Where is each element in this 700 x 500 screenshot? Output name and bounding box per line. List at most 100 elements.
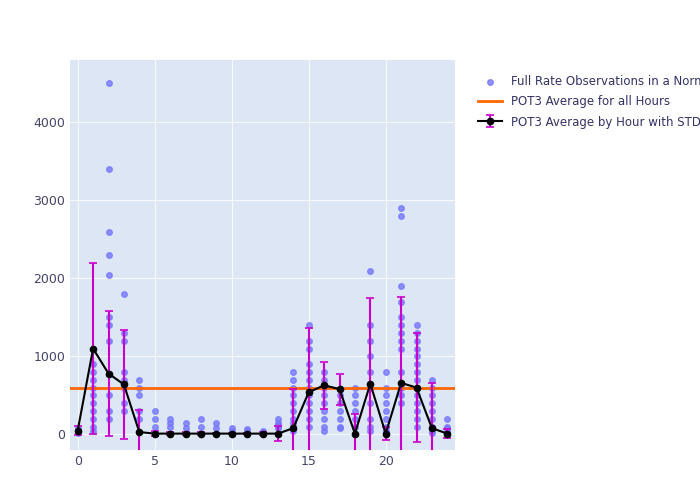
Full Rate Observations in a Normal Point [411, 415, 422, 423]
Full Rate Observations in a Normal Point [411, 399, 422, 407]
Full Rate Observations in a Normal Point [442, 429, 453, 437]
Full Rate Observations in a Normal Point [334, 399, 345, 407]
Full Rate Observations in a Normal Point [395, 392, 407, 400]
Full Rate Observations in a Normal Point [349, 392, 360, 400]
Full Rate Observations in a Normal Point [349, 407, 360, 415]
Full Rate Observations in a Normal Point [288, 376, 299, 384]
Full Rate Observations in a Normal Point [303, 360, 314, 368]
Full Rate Observations in a Normal Point [349, 384, 360, 392]
Full Rate Observations in a Normal Point [365, 384, 376, 392]
Full Rate Observations in a Normal Point [272, 415, 284, 423]
Full Rate Observations in a Normal Point [395, 368, 407, 376]
Full Rate Observations in a Normal Point [318, 422, 330, 430]
Full Rate Observations in a Normal Point [395, 212, 407, 220]
Full Rate Observations in a Normal Point [365, 321, 376, 329]
Full Rate Observations in a Normal Point [288, 426, 299, 434]
Full Rate Observations in a Normal Point [118, 337, 130, 345]
Full Rate Observations in a Normal Point [303, 337, 314, 345]
Full Rate Observations in a Normal Point [365, 352, 376, 360]
Full Rate Observations in a Normal Point [411, 337, 422, 345]
Full Rate Observations in a Normal Point [303, 422, 314, 430]
Full Rate Observations in a Normal Point [134, 376, 145, 384]
Full Rate Observations in a Normal Point [334, 407, 345, 415]
Full Rate Observations in a Normal Point [426, 376, 438, 384]
Full Rate Observations in a Normal Point [318, 376, 330, 384]
Full Rate Observations in a Normal Point [365, 337, 376, 345]
Full Rate Observations in a Normal Point [426, 392, 438, 400]
Full Rate Observations in a Normal Point [72, 424, 83, 432]
Full Rate Observations in a Normal Point [411, 384, 422, 392]
Full Rate Observations in a Normal Point [411, 368, 422, 376]
Full Rate Observations in a Normal Point [195, 422, 206, 430]
Full Rate Observations in a Normal Point [380, 426, 391, 434]
Full Rate Observations in a Normal Point [334, 392, 345, 400]
Full Rate Observations in a Normal Point [365, 422, 376, 430]
Full Rate Observations in a Normal Point [318, 399, 330, 407]
Full Rate Observations in a Normal Point [88, 376, 99, 384]
Full Rate Observations in a Normal Point [303, 415, 314, 423]
Full Rate Observations in a Normal Point [303, 399, 314, 407]
Full Rate Observations in a Normal Point [426, 384, 438, 392]
Full Rate Observations in a Normal Point [211, 424, 222, 432]
Full Rate Observations in a Normal Point [164, 415, 176, 423]
Full Rate Observations in a Normal Point [88, 384, 99, 392]
Full Rate Observations in a Normal Point [118, 290, 130, 298]
Full Rate Observations in a Normal Point [395, 314, 407, 322]
Full Rate Observations in a Normal Point [88, 407, 99, 415]
Full Rate Observations in a Normal Point [411, 321, 422, 329]
Full Rate Observations in a Normal Point [365, 399, 376, 407]
Full Rate Observations in a Normal Point [411, 422, 422, 430]
Full Rate Observations in a Normal Point [118, 329, 130, 337]
Full Rate Observations in a Normal Point [118, 376, 130, 384]
Full Rate Observations in a Normal Point [103, 228, 114, 235]
Full Rate Observations in a Normal Point [134, 415, 145, 423]
Full Rate Observations in a Normal Point [164, 422, 176, 430]
Full Rate Observations in a Normal Point [180, 418, 191, 426]
Full Rate Observations in a Normal Point [395, 384, 407, 392]
Full Rate Observations in a Normal Point [118, 368, 130, 376]
Full Rate Observations in a Normal Point [88, 426, 99, 434]
Full Rate Observations in a Normal Point [426, 399, 438, 407]
Full Rate Observations in a Normal Point [72, 428, 83, 436]
Full Rate Observations in a Normal Point [257, 426, 268, 434]
Full Rate Observations in a Normal Point [411, 352, 422, 360]
Full Rate Observations in a Normal Point [411, 407, 422, 415]
Full Rate Observations in a Normal Point [380, 407, 391, 415]
Full Rate Observations in a Normal Point [395, 282, 407, 290]
Full Rate Observations in a Normal Point [365, 415, 376, 423]
Full Rate Observations in a Normal Point [349, 415, 360, 423]
Full Rate Observations in a Normal Point [334, 415, 345, 423]
Full Rate Observations in a Normal Point [88, 399, 99, 407]
Full Rate Observations in a Normal Point [395, 204, 407, 212]
Full Rate Observations in a Normal Point [426, 426, 438, 434]
Full Rate Observations in a Normal Point [72, 426, 83, 434]
Full Rate Observations in a Normal Point [211, 418, 222, 426]
Full Rate Observations in a Normal Point [103, 337, 114, 345]
Full Rate Observations in a Normal Point [380, 384, 391, 392]
Full Rate Observations in a Normal Point [349, 422, 360, 430]
Full Rate Observations in a Normal Point [103, 80, 114, 88]
Full Rate Observations in a Normal Point [88, 392, 99, 400]
Full Rate Observations in a Normal Point [365, 266, 376, 274]
Full Rate Observations in a Normal Point [88, 415, 99, 423]
Full Rate Observations in a Normal Point [103, 392, 114, 400]
Full Rate Observations in a Normal Point [134, 392, 145, 400]
Full Rate Observations in a Normal Point [149, 415, 160, 423]
Full Rate Observations in a Normal Point [442, 415, 453, 423]
Full Rate Observations in a Normal Point [257, 428, 268, 436]
Full Rate Observations in a Normal Point [303, 376, 314, 384]
Full Rate Observations in a Normal Point [118, 384, 130, 392]
Full Rate Observations in a Normal Point [318, 415, 330, 423]
Full Rate Observations in a Normal Point [303, 344, 314, 352]
Full Rate Observations in a Normal Point [164, 418, 176, 426]
Full Rate Observations in a Normal Point [88, 422, 99, 430]
Full Rate Observations in a Normal Point [303, 407, 314, 415]
Full Rate Observations in a Normal Point [365, 368, 376, 376]
Full Rate Observations in a Normal Point [103, 415, 114, 423]
Full Rate Observations in a Normal Point [72, 429, 83, 437]
Full Rate Observations in a Normal Point [241, 428, 253, 436]
Full Rate Observations in a Normal Point [365, 426, 376, 434]
Full Rate Observations in a Normal Point [149, 407, 160, 415]
Full Rate Observations in a Normal Point [180, 424, 191, 432]
Full Rate Observations in a Normal Point [72, 426, 83, 434]
